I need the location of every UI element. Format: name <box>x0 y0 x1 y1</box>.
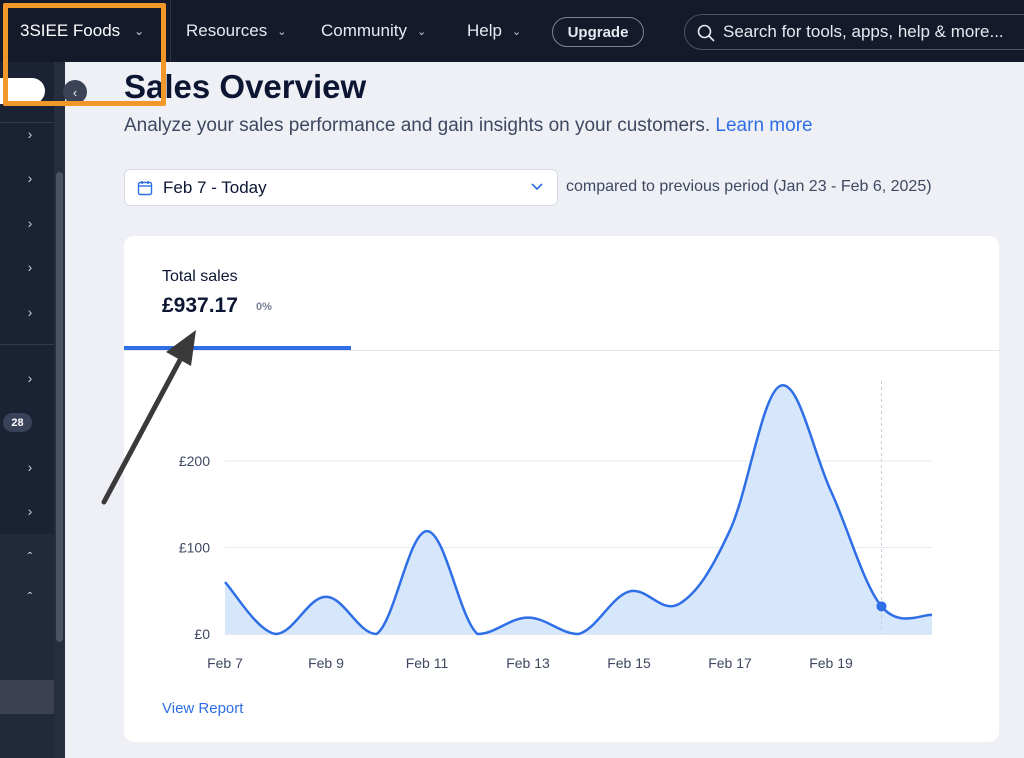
comparison-text: compared to previous period (Jan 23 - Fe… <box>566 178 932 195</box>
sidebar-lower-section <box>0 534 54 758</box>
upgrade-button[interactable]: Upgrade <box>552 17 644 47</box>
chevron-up-icon: ˆ <box>27 549 33 565</box>
sidebar-item[interactable]: › <box>0 163 54 193</box>
sales-card: Total sales £937.17 0% £0 £100 £200 Feb 7 Fe… <box>124 236 999 742</box>
chevron-right-icon: › <box>27 126 33 142</box>
date-range-picker[interactable]: Feb 7 - Today <box>124 169 558 206</box>
nav-help[interactable]: Help ⌄ <box>467 0 521 62</box>
sidebar-toggle[interactable] <box>0 78 45 104</box>
chevron-down-icon: ⌄ <box>416 25 427 38</box>
chevron-right-icon: › <box>27 170 33 186</box>
sidebar-item[interactable]: › <box>0 119 54 149</box>
topbar-divider <box>170 0 171 62</box>
y-tick-label: £0 <box>194 626 210 642</box>
sidebar-item[interactable]: › <box>0 496 54 526</box>
chevron-down-icon: ⌄ <box>134 24 145 38</box>
view-report-link[interactable]: View Report <box>162 700 244 717</box>
highlighted-point <box>876 601 887 612</box>
chevron-right-icon: › <box>27 459 33 475</box>
tab-divider <box>124 350 999 351</box>
sidebar-item[interactable]: › <box>0 452 54 482</box>
page-subtitle-text: Analyze your sales performance and gain … <box>124 115 711 136</box>
page-subtitle: Analyze your sales performance and gain … <box>124 115 813 137</box>
sidebar-item[interactable]: ˆ <box>0 582 54 612</box>
metric-label[interactable]: Total sales <box>162 268 238 285</box>
x-tick-label: Feb 17 <box>708 655 752 671</box>
nav-help-label: Help <box>467 21 502 40</box>
search-input[interactable]: Search for tools, apps, help & more... <box>684 14 1024 50</box>
nav-resources[interactable]: Resources ⌄ <box>186 0 286 62</box>
y-tick-label: £100 <box>179 540 210 556</box>
sidebar-item[interactable]: › <box>0 363 54 393</box>
metric-change: 0% <box>256 301 272 313</box>
sales-chart: £0 £100 £200 Feb 7 Feb 9 Feb 11 Feb 13 Feb 15 Fe… <box>179 381 933 671</box>
chevron-right-icon: › <box>27 503 33 519</box>
page-title: Sales Overview <box>124 68 367 105</box>
top-bar: 3SIEE Foods ⌄ Resources ⌄ Community ⌄ He… <box>0 0 1024 62</box>
sidebar-divider <box>0 122 54 123</box>
chevron-right-icon: › <box>27 215 33 231</box>
notification-badge: 28 <box>3 413 32 432</box>
metric-value: £937.17 <box>162 294 238 317</box>
chevron-right-icon: › <box>27 304 33 320</box>
sidebar-item[interactable]: ˆ <box>0 542 54 572</box>
sidebar: › › › › › › 28 › › ˆ ˆ <box>0 62 65 758</box>
collapse-sidebar-button[interactable]: ‹ <box>63 80 87 104</box>
chevron-down-icon <box>531 183 543 191</box>
x-tick-label: Feb 19 <box>809 655 853 671</box>
chevron-up-icon: ˆ <box>27 589 33 605</box>
nav-resources-label: Resources <box>186 21 268 40</box>
x-tick-label: Feb 7 <box>207 655 243 671</box>
sidebar-scroll-thumb[interactable] <box>56 172 63 642</box>
y-tick-label: £200 <box>179 453 210 469</box>
search-placeholder: Search for tools, apps, help & more... <box>723 22 1004 41</box>
sales-line <box>224 384 933 636</box>
sidebar-item[interactable]: › <box>0 208 54 238</box>
chevron-right-icon: › <box>27 259 33 275</box>
chevron-down-icon: ⌄ <box>277 25 287 38</box>
chevron-down-icon: ⌄ <box>511 25 522 38</box>
date-range-value: Feb 7 - Today <box>163 177 267 197</box>
sidebar-item[interactable]: › <box>0 252 54 282</box>
x-tick-label: Feb 9 <box>308 655 344 671</box>
chevron-right-icon: › <box>27 370 33 386</box>
x-tick-label: Feb 15 <box>607 655 651 671</box>
x-tick-label: Feb 13 <box>506 655 550 671</box>
sidebar-item[interactable]: › <box>0 297 54 327</box>
site-name: 3SIEE Foods <box>20 21 121 40</box>
search-icon <box>697 24 715 42</box>
calendar-icon <box>137 181 153 196</box>
learn-more-link[interactable]: Learn more <box>715 115 813 136</box>
x-tick-label: Feb 11 <box>406 655 449 671</box>
chevron-left-icon: ‹ <box>72 84 78 100</box>
nav-community-label: Community <box>321 21 407 40</box>
active-tab-indicator <box>124 346 351 350</box>
sidebar-selected-item[interactable] <box>0 680 54 714</box>
nav-community[interactable]: Community ⌄ <box>321 0 426 62</box>
site-selector[interactable]: 3SIEE Foods ⌄ <box>0 0 170 62</box>
sidebar-divider <box>0 344 54 345</box>
